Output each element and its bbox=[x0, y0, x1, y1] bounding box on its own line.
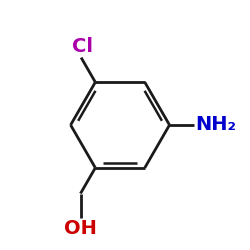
Text: OH: OH bbox=[64, 220, 97, 238]
Text: NH₂: NH₂ bbox=[196, 116, 236, 134]
Text: Cl: Cl bbox=[72, 37, 93, 56]
